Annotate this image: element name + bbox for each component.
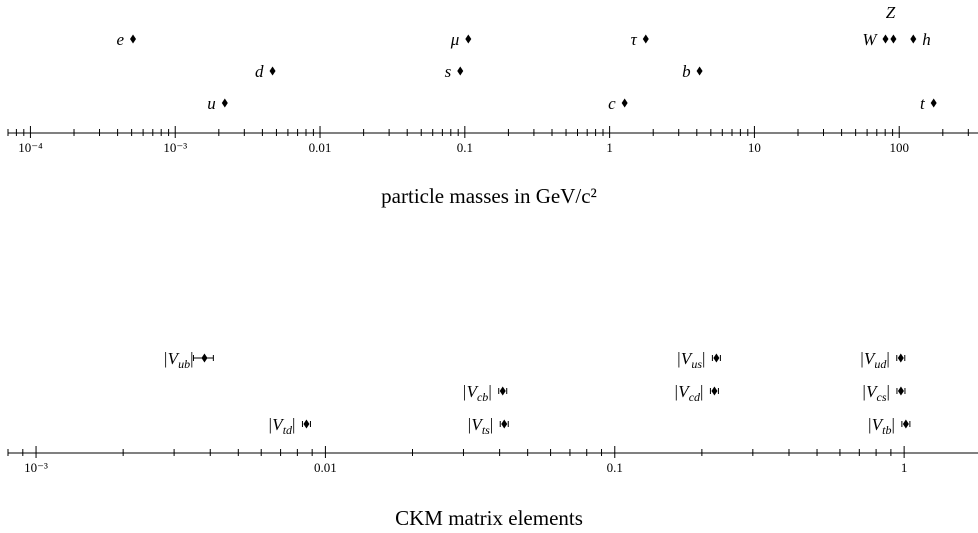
data-point-d bbox=[269, 66, 276, 76]
point-label-Vus: |Vus| bbox=[676, 349, 705, 371]
point-label-Vud: |Vud| bbox=[859, 349, 889, 371]
point-label-b: b bbox=[682, 62, 691, 81]
tick-label: 0.01 bbox=[309, 140, 332, 155]
data-point-W bbox=[882, 34, 889, 44]
chart-title-masses: particle masses in GeV/c² bbox=[381, 184, 597, 208]
point-label-e: e bbox=[116, 30, 124, 49]
point-label-Z: Z bbox=[886, 3, 896, 22]
tick-label: 1 bbox=[606, 140, 613, 155]
point-label-μ: μ bbox=[450, 30, 460, 49]
data-point-Vus bbox=[713, 353, 720, 363]
data-point-s bbox=[457, 66, 464, 76]
point-label-Vcd: |Vcd| bbox=[674, 382, 704, 404]
data-point-μ bbox=[465, 34, 472, 44]
data-point-b bbox=[696, 66, 703, 76]
point-label-c: c bbox=[608, 94, 616, 113]
point-label-τ: τ bbox=[631, 30, 638, 49]
tick-label: 1 bbox=[901, 460, 908, 475]
data-point-Vtb bbox=[902, 419, 909, 429]
data-point-τ bbox=[642, 34, 649, 44]
data-point-Z bbox=[890, 34, 897, 44]
data-point-u bbox=[221, 98, 228, 108]
point-label-Vub: |Vub| bbox=[163, 349, 193, 371]
data-point-Vub bbox=[201, 353, 208, 363]
data-point-h bbox=[910, 34, 917, 44]
tick-label: 100 bbox=[889, 140, 909, 155]
tick-label: 10 bbox=[748, 140, 761, 155]
data-point-Vcb bbox=[499, 386, 506, 396]
tick-label: 10⁻³ bbox=[24, 460, 48, 475]
data-point-e bbox=[130, 34, 137, 44]
data-point-Vud bbox=[897, 353, 904, 363]
particle-mass-chart: 10⁻⁴ 10⁻³ 0.01 0.1 1 10 100 e μ τ WZh d s b u c t bbox=[7, 3, 978, 155]
chart-title-ckm: CKM matrix elements bbox=[395, 506, 583, 530]
tick-label: 0.1 bbox=[607, 460, 623, 475]
data-point-t bbox=[930, 98, 937, 108]
data-point-Vcs bbox=[897, 386, 904, 396]
ckm-chart: 10⁻³ 0.01 0.1 1 |Vub| |Vus| |Vud| |Vcb| |Vcd| |Vc… bbox=[7, 349, 978, 475]
point-label-Vcb: |Vcb| bbox=[462, 382, 492, 404]
point-label-d: d bbox=[255, 62, 264, 81]
data-point-Vcd bbox=[711, 386, 718, 396]
point-label-Vts: |Vts| bbox=[467, 415, 493, 437]
tick-label: 10⁻⁴ bbox=[18, 140, 43, 155]
data-point-Vts bbox=[501, 419, 508, 429]
tick-label: 10⁻³ bbox=[163, 140, 187, 155]
point-label-Vtb: |Vtb| bbox=[867, 415, 895, 437]
point-label-Vcs: |Vcs| bbox=[861, 382, 889, 404]
point-label-u: u bbox=[207, 94, 216, 113]
tick-label: 0.1 bbox=[457, 140, 473, 155]
point-label-W: W bbox=[862, 30, 878, 49]
point-label-h: h bbox=[922, 30, 931, 49]
data-point-c bbox=[621, 98, 628, 108]
point-label-t: t bbox=[920, 94, 926, 113]
tick-label: 0.01 bbox=[314, 460, 337, 475]
data-point-Vtd bbox=[303, 419, 310, 429]
point-label-Vtd: |Vtd| bbox=[268, 415, 296, 437]
point-label-s: s bbox=[445, 62, 452, 81]
